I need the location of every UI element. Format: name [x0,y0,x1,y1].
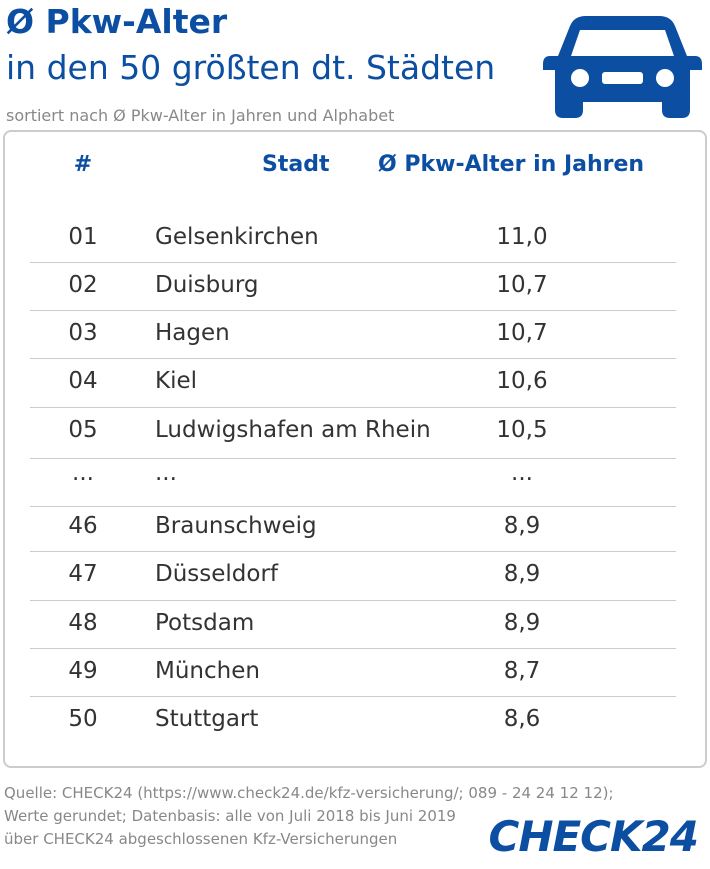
age: 8,6 [503,706,541,732]
rank: 03 [68,320,98,346]
rank: 47 [68,561,98,587]
car-icon [543,16,702,118]
rank: 01 [68,224,98,250]
column-header: Stadt [262,152,330,177]
rank: 46 [68,513,98,539]
rank: 48 [68,610,98,636]
note: sortiert nach Ø Pkw-Alter in Jahren und … [6,106,395,125]
city: Potsdam [155,610,255,636]
source-line: Quelle: CHECK24 (https://www.check24.de/… [4,784,614,802]
rank: ... [72,460,94,486]
row-separator [30,551,676,552]
column-header: Ø Pkw-Alter in Jahren [378,152,645,177]
row-separator [30,648,676,649]
age: ... [511,460,533,486]
logo: CHECK24 [488,812,699,861]
city: Düsseldorf [155,561,279,587]
rank: 04 [68,368,98,394]
row-separator [30,506,676,507]
city: Braunschweig [155,513,317,539]
age: 8,7 [503,658,541,684]
city: ... [155,460,177,486]
age: 8,9 [503,561,541,587]
city: Stuttgart [155,706,259,732]
row-separator [30,600,676,601]
rank: 02 [68,272,98,298]
age: 10,5 [496,417,548,443]
rank: 50 [68,706,98,732]
age: 8,9 [503,513,541,539]
title: Ø Pkw-Alter [6,2,228,41]
city: München [155,658,260,684]
age: 10,7 [496,320,548,346]
city: Hagen [155,320,230,346]
row-separator [30,696,676,697]
source-line: Werte gerundet; Datenbasis: alle von Jul… [4,807,456,825]
age: 8,9 [503,610,541,636]
city: Gelsenkirchen [155,224,319,250]
row-separator [30,262,676,263]
row-separator [30,358,676,359]
age: 10,6 [496,368,548,394]
age: 10,7 [496,272,548,298]
table-frame [3,130,707,768]
subtitle: in den 50 größten dt. Städten [6,48,496,87]
rank: 05 [68,417,98,443]
rank: 49 [68,658,98,684]
row-separator [30,310,676,311]
city: Ludwigshafen am Rhein [155,417,431,443]
row-separator [30,458,676,459]
city: Kiel [155,368,198,394]
city: Duisburg [155,272,259,298]
row-separator [30,407,676,408]
column-header: # [73,152,93,177]
source-line: über CHECK24 abgeschlossenen Kfz-Versich… [4,830,398,848]
age: 11,0 [496,224,548,250]
